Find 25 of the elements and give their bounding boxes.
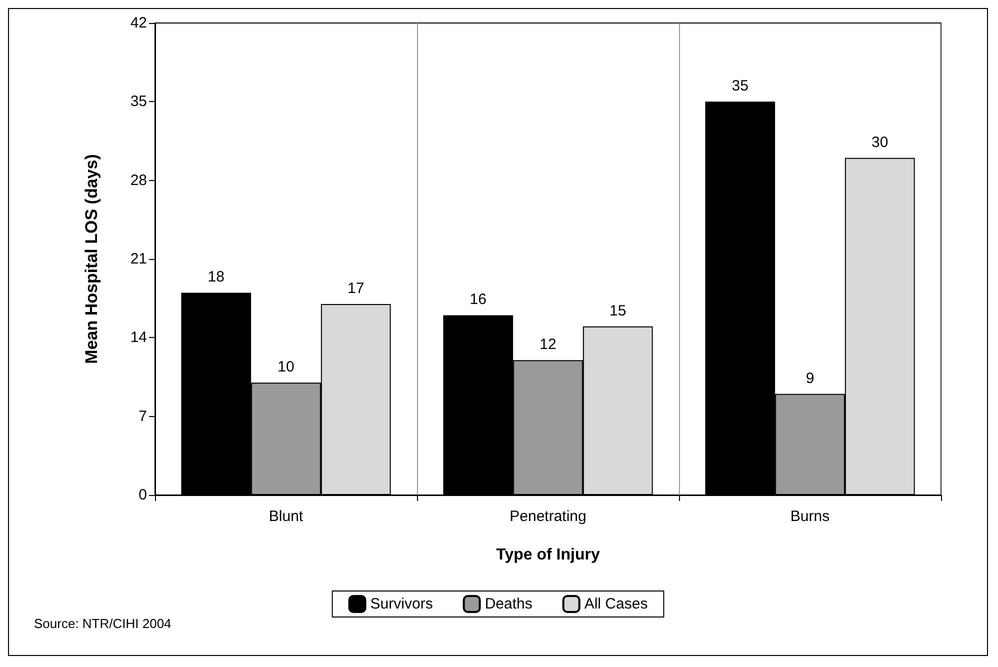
data-label: 35 bbox=[732, 78, 748, 95]
x-axis-title: Type of Injury bbox=[496, 546, 600, 564]
data-label: 18 bbox=[208, 268, 224, 286]
y-tick-label: 35 bbox=[130, 93, 147, 110]
data-label: 16 bbox=[470, 291, 486, 308]
y-tick-label: 0 bbox=[138, 486, 147, 504]
y-axis-title: Mean Hospital LOS (days) bbox=[82, 154, 101, 364]
data-label: 17 bbox=[348, 280, 364, 297]
x-tick-label: Burns bbox=[790, 508, 830, 525]
y-tick-label: 14 bbox=[130, 329, 147, 346]
source-note: Source: NTR/CIHI 2004 bbox=[34, 616, 172, 631]
y-tick-label: 42 bbox=[130, 14, 147, 32]
legend-label: Deaths bbox=[484, 596, 532, 612]
x-tick-label: Penetrating bbox=[510, 508, 586, 525]
data-label: 12 bbox=[540, 336, 556, 354]
data-label: 30 bbox=[872, 134, 888, 151]
data-label: 15 bbox=[610, 302, 626, 320]
data-label: 10 bbox=[278, 358, 294, 376]
legend-label: All Cases bbox=[584, 596, 648, 612]
x-tick-label: Blunt bbox=[268, 508, 304, 525]
y-tick-label: 28 bbox=[130, 172, 147, 189]
y-tick-label: 21 bbox=[130, 250, 147, 268]
data-label: 9 bbox=[806, 370, 814, 387]
legend-label: Survivors bbox=[370, 596, 433, 612]
y-tick-label: 7 bbox=[138, 408, 147, 425]
